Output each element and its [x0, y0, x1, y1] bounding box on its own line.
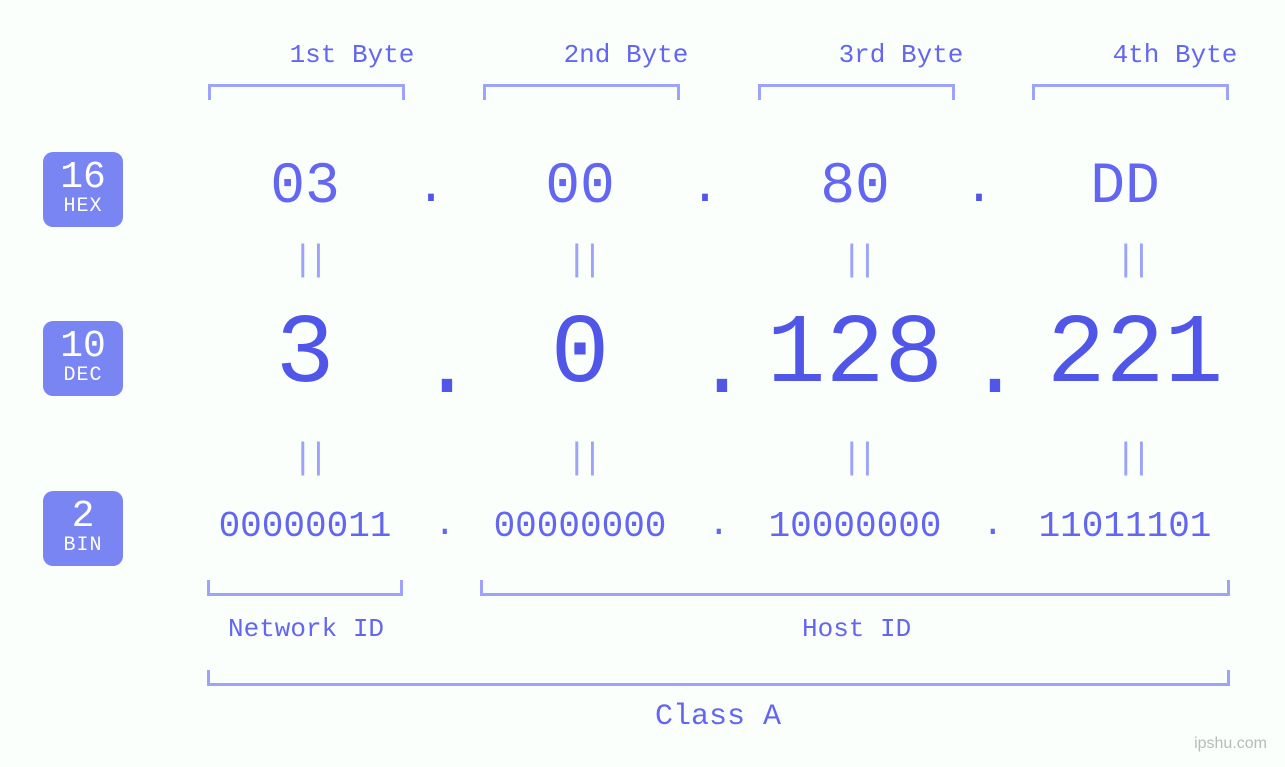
byte-bracket-2	[483, 84, 680, 100]
badge-dec-base: 10	[43, 327, 123, 367]
equals-top-4: ||	[1115, 240, 1146, 281]
bin-sep-3: .	[982, 504, 1004, 545]
base-badge-hex: 16 HEX	[43, 152, 123, 227]
byte-header-3: 3rd Byte	[791, 40, 1011, 70]
dec-sep-1: .	[420, 318, 474, 420]
dec-byte-3: 128	[745, 300, 965, 411]
bin-byte-3: 10000000	[740, 506, 970, 547]
network-id-label: Network ID	[228, 614, 384, 644]
equals-bot-2: ||	[566, 438, 597, 479]
watermark: ipshu.com	[1194, 735, 1267, 753]
dec-byte-4: 221	[1015, 300, 1255, 411]
bin-byte-4: 11011101	[1010, 506, 1240, 547]
equals-bot-4: ||	[1115, 438, 1146, 479]
dec-sep-3: .	[968, 318, 1022, 420]
equals-top-1: ||	[292, 240, 323, 281]
base-badge-dec: 10 DEC	[43, 321, 123, 396]
badge-bin-label: BIN	[43, 535, 123, 556]
byte-bracket-4	[1032, 84, 1229, 100]
dec-byte-1: 3	[195, 300, 415, 411]
ip-bytes-diagram: 1st Byte 2nd Byte 3rd Byte 4th Byte 16 H…	[0, 0, 1285, 767]
badge-bin-base: 2	[43, 497, 123, 537]
badge-dec-label: DEC	[43, 365, 123, 386]
class-label: Class A	[655, 700, 781, 734]
hex-sep-2: .	[690, 160, 720, 217]
host-id-bracket	[480, 580, 1230, 596]
bin-sep-1: .	[434, 504, 456, 545]
base-badge-bin: 2 BIN	[43, 491, 123, 566]
badge-hex-label: HEX	[43, 196, 123, 217]
hex-byte-2: 00	[470, 155, 690, 220]
hex-byte-1: 03	[195, 155, 415, 220]
hex-byte-4: DD	[1015, 155, 1235, 220]
host-id-label: Host ID	[802, 614, 911, 644]
bin-sep-2: .	[708, 504, 730, 545]
class-bracket	[207, 670, 1230, 686]
byte-header-2: 2nd Byte	[516, 40, 736, 70]
dec-byte-2: 0	[470, 300, 690, 411]
hex-byte-3: 80	[745, 155, 965, 220]
bin-byte-2: 00000000	[465, 506, 695, 547]
equals-top-2: ||	[566, 240, 597, 281]
equals-top-3: ||	[841, 240, 872, 281]
equals-bot-3: ||	[841, 438, 872, 479]
byte-header-4: 4th Byte	[1065, 40, 1285, 70]
network-id-bracket	[207, 580, 403, 596]
dec-sep-2: .	[695, 318, 749, 420]
badge-hex-base: 16	[43, 158, 123, 198]
hex-sep-1: .	[416, 160, 446, 217]
byte-header-1: 1st Byte	[242, 40, 462, 70]
equals-bot-1: ||	[292, 438, 323, 479]
byte-bracket-1	[208, 84, 405, 100]
hex-sep-3: .	[964, 160, 994, 217]
bin-byte-1: 00000011	[190, 506, 420, 547]
byte-bracket-3	[758, 84, 955, 100]
